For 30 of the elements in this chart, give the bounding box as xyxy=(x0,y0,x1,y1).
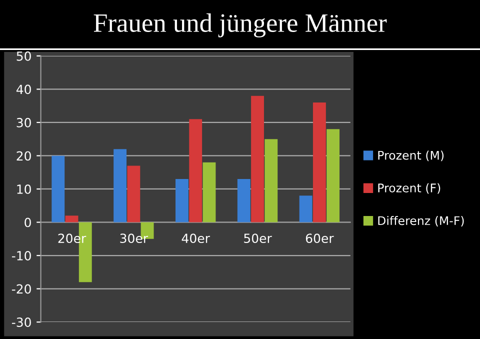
bar xyxy=(114,149,127,222)
legend-label: Differenz (M-F) xyxy=(378,216,464,226)
x-tick-label: 30er xyxy=(120,234,148,244)
y-tick-label: -30 xyxy=(12,318,31,327)
y-tick-label: 0 xyxy=(24,218,31,228)
bar xyxy=(65,216,78,222)
bar xyxy=(312,102,326,222)
bar xyxy=(202,162,216,222)
bar xyxy=(52,156,65,222)
bar xyxy=(264,139,278,222)
x-tick-label: 50er xyxy=(244,234,272,244)
x-tick-label: 60er xyxy=(306,234,334,244)
bar xyxy=(237,179,250,222)
bar xyxy=(189,119,202,222)
y-tick-label: 10 xyxy=(17,184,31,194)
chart-title: Frauen und jüngere Männer xyxy=(94,13,387,38)
bar xyxy=(127,166,140,222)
bar xyxy=(176,179,188,222)
bar xyxy=(326,129,340,222)
y-tick-label: -10 xyxy=(12,250,31,260)
y-tick-label: 30 xyxy=(16,118,31,128)
x-tick-label: 40er xyxy=(182,234,210,244)
y-tick-label: 40 xyxy=(16,84,31,94)
bar xyxy=(299,196,312,222)
legend-label: Prozent (M) xyxy=(378,150,444,162)
y-tick-label: 20 xyxy=(16,151,31,161)
legend-label: Prozent (F) xyxy=(378,183,440,194)
y-tick-label: 50 xyxy=(16,51,31,61)
bar xyxy=(251,96,264,222)
y-tick-label: -20 xyxy=(12,284,31,294)
